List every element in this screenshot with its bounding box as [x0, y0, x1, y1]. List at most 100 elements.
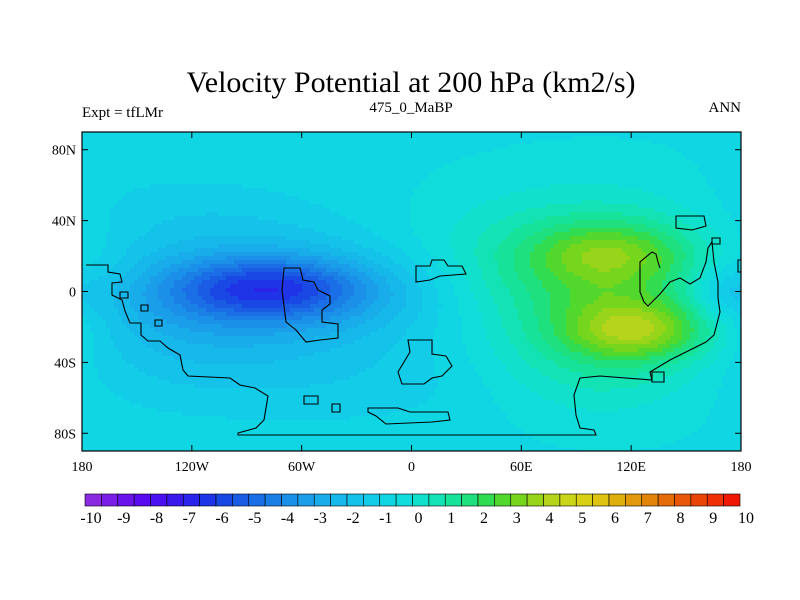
field-cell — [162, 232, 167, 237]
field-cell — [658, 168, 663, 173]
field-cell — [282, 228, 287, 233]
field-cell — [322, 148, 327, 153]
field-cell — [658, 224, 663, 229]
field-cell — [438, 160, 443, 165]
field-cell — [314, 228, 319, 233]
field-cell — [566, 136, 571, 141]
field-cell — [342, 140, 347, 145]
field-cell — [186, 208, 191, 213]
field-cell — [478, 196, 483, 201]
field-cell — [90, 136, 95, 141]
field-cell — [350, 224, 355, 229]
field-cell — [330, 144, 335, 149]
field-cell — [166, 248, 171, 253]
field-cell — [626, 164, 631, 169]
field-cell — [290, 164, 295, 169]
field-cell — [350, 168, 355, 173]
field-cell — [674, 232, 679, 237]
field-cell — [370, 228, 375, 233]
field-cell — [354, 212, 359, 217]
field-cell — [374, 184, 379, 189]
field-cell — [154, 240, 159, 245]
field-cell — [570, 180, 575, 185]
field-cell — [362, 160, 367, 165]
field-cell — [174, 208, 179, 213]
field-cell — [174, 236, 179, 241]
field-cell — [558, 216, 563, 221]
field-cell — [334, 240, 339, 245]
field-cell — [538, 176, 543, 181]
field-cell — [434, 164, 439, 169]
field-cell — [278, 168, 283, 173]
field-cell — [190, 152, 195, 157]
field-cell — [298, 136, 303, 141]
field-cell — [510, 188, 515, 193]
field-cell — [154, 252, 159, 257]
field-cell — [254, 240, 259, 245]
field-cell — [234, 236, 239, 241]
field-cell — [490, 152, 495, 157]
field-cell — [102, 212, 107, 217]
field-cell — [158, 200, 163, 205]
field-cell — [442, 148, 447, 153]
field-cell — [434, 244, 439, 249]
field-cell — [710, 232, 715, 237]
field-cell — [486, 156, 491, 161]
field-cell — [586, 144, 591, 149]
field-cell — [402, 236, 407, 241]
field-cell — [714, 192, 719, 197]
field-cell — [262, 184, 267, 189]
field-cell — [486, 180, 491, 185]
field-cell — [142, 156, 147, 161]
field-cell — [462, 148, 467, 153]
field-cell — [678, 148, 683, 153]
field-cell — [338, 176, 343, 181]
field-cell — [710, 204, 715, 209]
field-cell — [402, 224, 407, 229]
field-cell — [214, 220, 219, 225]
field-cell — [446, 144, 451, 149]
field-cell — [194, 196, 199, 201]
field-cell — [466, 160, 471, 165]
field-cell — [298, 248, 303, 253]
field-cell — [682, 220, 687, 225]
field-cell — [490, 224, 495, 229]
field-cell — [578, 148, 583, 153]
field-cell — [582, 152, 587, 157]
field-cell — [182, 232, 187, 237]
field-cell — [670, 172, 675, 177]
field-cell — [366, 232, 371, 237]
field-cell — [638, 204, 643, 209]
field-cell — [474, 168, 479, 173]
field-cell — [270, 180, 275, 185]
field-cell — [82, 224, 87, 229]
field-cell — [730, 164, 735, 169]
field-cell — [162, 252, 167, 257]
field-cell — [242, 236, 247, 241]
field-cell — [546, 184, 551, 189]
field-cell — [202, 244, 207, 249]
field-cell — [710, 160, 715, 165]
field-cell — [486, 176, 491, 181]
field-cell — [670, 176, 675, 181]
field-cell — [310, 224, 315, 229]
field-cell — [274, 212, 279, 217]
field-cell — [174, 188, 179, 193]
field-cell — [326, 192, 331, 197]
field-cell — [374, 248, 379, 253]
field-cell — [190, 172, 195, 177]
field-cell — [570, 148, 575, 153]
field-cell — [150, 244, 155, 249]
field-cell — [338, 156, 343, 161]
field-cell — [322, 216, 327, 221]
field-cell — [306, 232, 311, 237]
field-cell — [126, 244, 131, 249]
field-cell — [686, 192, 691, 197]
field-cell — [166, 140, 171, 145]
field-cell — [302, 160, 307, 165]
field-cell — [702, 136, 707, 141]
field-cell — [238, 152, 243, 157]
field-cell — [414, 172, 419, 177]
field-cell — [506, 208, 511, 213]
field-cell — [410, 132, 415, 137]
